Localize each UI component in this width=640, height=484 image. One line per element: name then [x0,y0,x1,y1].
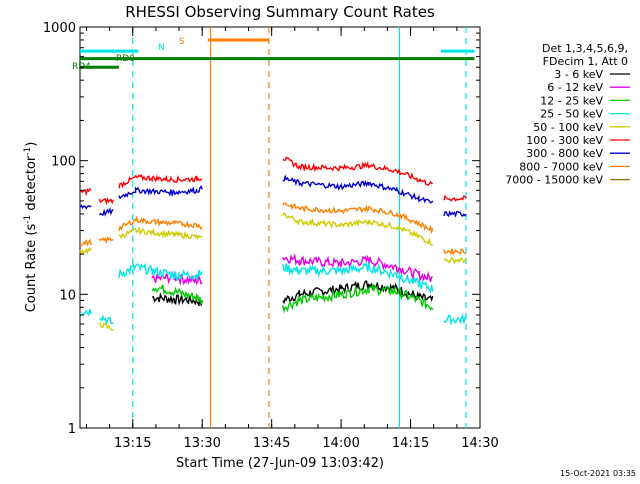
x-tick-label: 13:30 [183,436,220,451]
series-line [118,173,203,189]
series-line [79,204,92,210]
x-tick-label: 13:15 [114,436,151,451]
flag-label: S [179,37,185,47]
legend-label: 6 - 12 keV [547,81,603,94]
x-axis-ticks: 13:15 13:30 13:45 14:00 14:15 14:30 [85,27,499,451]
series-line [79,238,92,247]
series-lines [79,156,467,331]
series-line [282,174,434,204]
series-line [282,253,433,283]
series-line [282,280,434,305]
y-tick-label: 1 [68,422,76,437]
legend-label: 300 - 800 keV [526,147,603,160]
series-line [151,284,203,307]
y-axis-label-mid: detector [24,155,39,215]
x-tick-label: 14:00 [322,436,359,451]
series-line [282,261,434,294]
legend-header-2: FDecim 1, Att 0 [543,55,628,68]
series-line [443,209,467,218]
series-line [282,212,433,246]
legend-label: 100 - 300 keV [526,134,603,147]
series-line [79,187,92,197]
vertical-markers [132,27,467,428]
legend-label: 50 - 100 keV [533,121,603,134]
series-line [98,197,114,206]
legend-label: 25 - 50 keV [540,108,603,121]
legend-header-1: Det 1,3,4,5,6,9, [542,42,628,55]
series-line [118,184,203,200]
legend-label: 7000 - 15000 keV [505,174,603,187]
flag-label: N [158,43,165,53]
x-tick-label: 14:30 [461,436,498,451]
series-line [118,226,203,241]
y-axis-label: Count Rate (s-1 detector-1) [23,142,39,313]
series-line [282,283,434,314]
chart-title: RHESSI Observing Summary Count Rates [125,3,435,21]
series-line [443,256,467,265]
series-line [98,235,114,245]
x-tick-label: 13:45 [253,436,290,451]
series-line [118,215,203,232]
footer-timestamp: 15-Oct-2021 03:35 [560,469,636,478]
series-line [98,321,114,331]
series-line [98,206,114,217]
y-axis-ticks: 1 10 100 1000 [43,21,480,437]
y-axis-label-end: ) [24,142,39,147]
series-line [282,156,433,186]
y-tick-label: 1000 [43,21,76,36]
flag-label: RD0 [116,54,135,64]
series-line [443,248,467,256]
y-tick-label: 100 [51,155,76,170]
plot-frame [79,26,481,429]
series-line [282,202,434,235]
legend-label: 800 - 7000 keV [519,160,603,173]
series-line [79,247,92,256]
legend-label: 3 - 6 keV [554,68,603,81]
series-line [79,309,92,317]
legend-label: 12 - 25 keV [540,94,603,107]
y-axis-label-main: Count Rate (s [24,224,39,313]
y-axis-label-sup2: -1 [23,147,33,156]
x-tick-label: 14:15 [392,436,429,451]
series-line [99,314,114,325]
series-line [443,312,467,325]
series-line [118,262,203,282]
y-tick-label: 10 [59,288,76,303]
x-axis-label: Start Time (27-Jun-09 13:03:42) [176,456,384,471]
series-line [151,292,203,307]
y-axis-label-sup1: -1 [23,215,33,224]
legend: Det 1,3,4,5,6,9, FDecim 1, Att 0 3 - 6 k… [505,42,630,187]
series-line [443,194,467,202]
